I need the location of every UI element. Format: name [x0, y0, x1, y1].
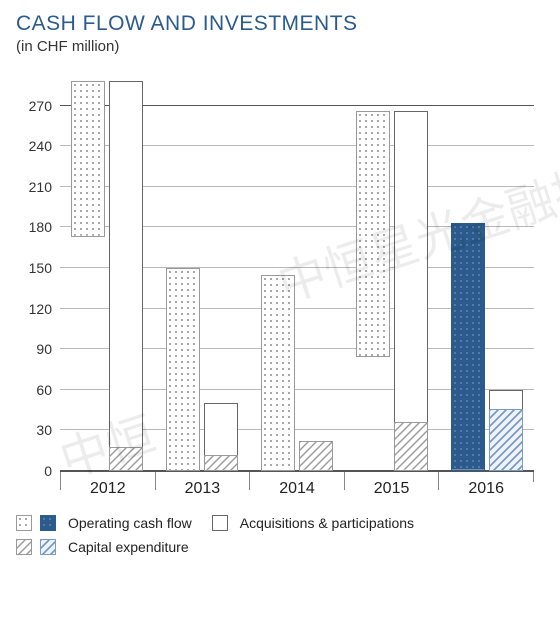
y-tick-label: 60	[16, 382, 52, 398]
legend-row: Capital expenditure	[16, 539, 544, 555]
bar-column	[109, 81, 143, 471]
bar	[299, 441, 333, 471]
x-tick-label: 2016	[438, 472, 533, 490]
legend-label: Operating cash flow	[68, 515, 192, 531]
y-tick-label: 30	[16, 422, 52, 438]
bar	[204, 455, 238, 471]
y-tick-label: 180	[16, 219, 52, 235]
y-tick-label: 240	[16, 138, 52, 154]
legend-swatch	[16, 515, 32, 531]
legend-swatch	[40, 539, 56, 555]
legend-swatch	[16, 539, 32, 555]
bar-column	[394, 111, 428, 471]
x-tick-label: 2012	[60, 472, 155, 490]
legend: Operating cash flow Acquisitions & partic…	[16, 515, 544, 555]
y-tick-label: 90	[16, 341, 52, 357]
legend-item: Capital expenditure	[16, 539, 189, 555]
y-tick-label: 270	[16, 98, 52, 114]
chart-subtitle: (in CHF million)	[16, 38, 544, 55]
plot-area: 20122013201420152016 0 30 60 90 120 150 180 210…	[16, 65, 544, 505]
y-tick-label: 0	[16, 463, 52, 479]
x-tick-label: 2014	[249, 472, 344, 490]
legend-label: Acquisitions & participations	[240, 515, 414, 531]
bar	[489, 409, 523, 471]
bar-group	[60, 81, 155, 471]
bar	[394, 111, 428, 471]
bar	[356, 111, 390, 357]
x-axis: 20122013201420152016	[60, 471, 534, 505]
bar	[109, 447, 143, 471]
bars	[60, 65, 534, 471]
x-tick-label: 2015	[344, 472, 439, 490]
y-tick-label: 150	[16, 260, 52, 276]
bar-group	[250, 275, 345, 471]
bar-group	[344, 111, 439, 471]
bar-group	[439, 223, 534, 471]
legend-row: Operating cash flow Acquisitions & partic…	[16, 515, 544, 531]
bar	[166, 268, 200, 471]
legend-swatch	[212, 515, 228, 531]
bar	[261, 275, 295, 471]
bar	[109, 81, 143, 471]
legend-swatch	[40, 515, 56, 531]
legend-label: Capital expenditure	[68, 539, 189, 555]
x-tick-label: 2013	[155, 472, 250, 490]
bar-column	[489, 223, 523, 471]
legend-item: Acquisitions & participations	[212, 515, 414, 531]
chart-title: CASH FLOW AND INVESTMENTS	[16, 12, 544, 36]
y-tick-label: 120	[16, 301, 52, 317]
bar	[451, 223, 485, 471]
bar	[394, 422, 428, 471]
chart-card: CASH FLOW AND INVESTMENTS (in CHF millio…	[0, 0, 560, 618]
bar	[71, 81, 105, 237]
y-tick-label: 210	[16, 179, 52, 195]
bar-group	[155, 268, 250, 471]
bar-column	[204, 268, 238, 471]
legend-item: Operating cash flow	[16, 515, 192, 531]
bar-column	[299, 275, 333, 471]
